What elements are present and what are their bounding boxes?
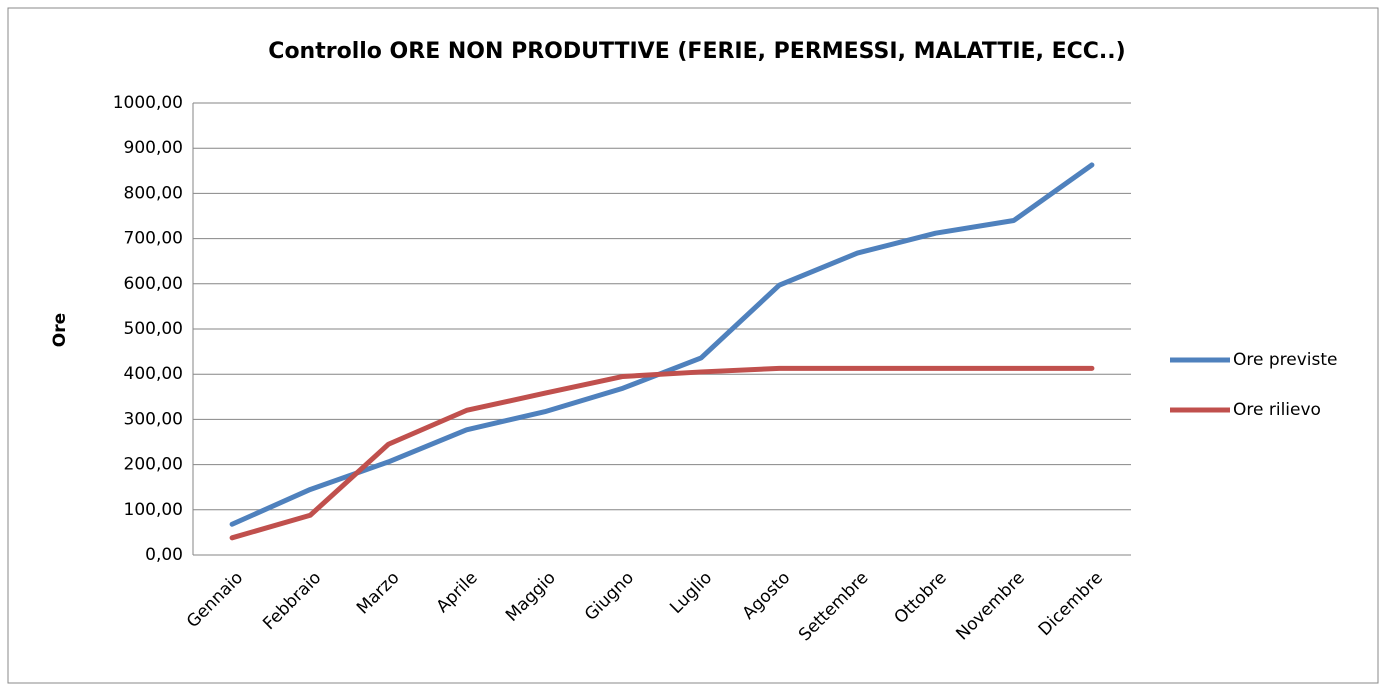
y-tick-label: 700,00 — [124, 229, 183, 249]
chart-title: Controllo ORE NON PRODUTTIVE (FERIE, PER… — [268, 39, 1125, 64]
y-tick-label: 100,00 — [124, 500, 183, 520]
y-tick-label: 500,00 — [124, 319, 183, 339]
y-tick-label: 800,00 — [124, 183, 183, 203]
y-tick-label: 400,00 — [124, 364, 183, 384]
y-tick-label: 300,00 — [124, 409, 183, 429]
y-tick-label: 200,00 — [124, 455, 183, 475]
y-tick-label: 1000,00 — [113, 93, 183, 113]
y-axis-title: Ore — [50, 313, 70, 347]
y-tick-label: 0,00 — [145, 545, 183, 565]
y-tick-label: 900,00 — [124, 138, 183, 158]
legend-label: Ore previste — [1233, 350, 1338, 370]
chart-border — [7, 7, 1379, 684]
legend-label: Ore rilievo — [1233, 400, 1321, 420]
series-line — [229, 365, 1095, 541]
y-tick-label: 600,00 — [124, 274, 183, 294]
